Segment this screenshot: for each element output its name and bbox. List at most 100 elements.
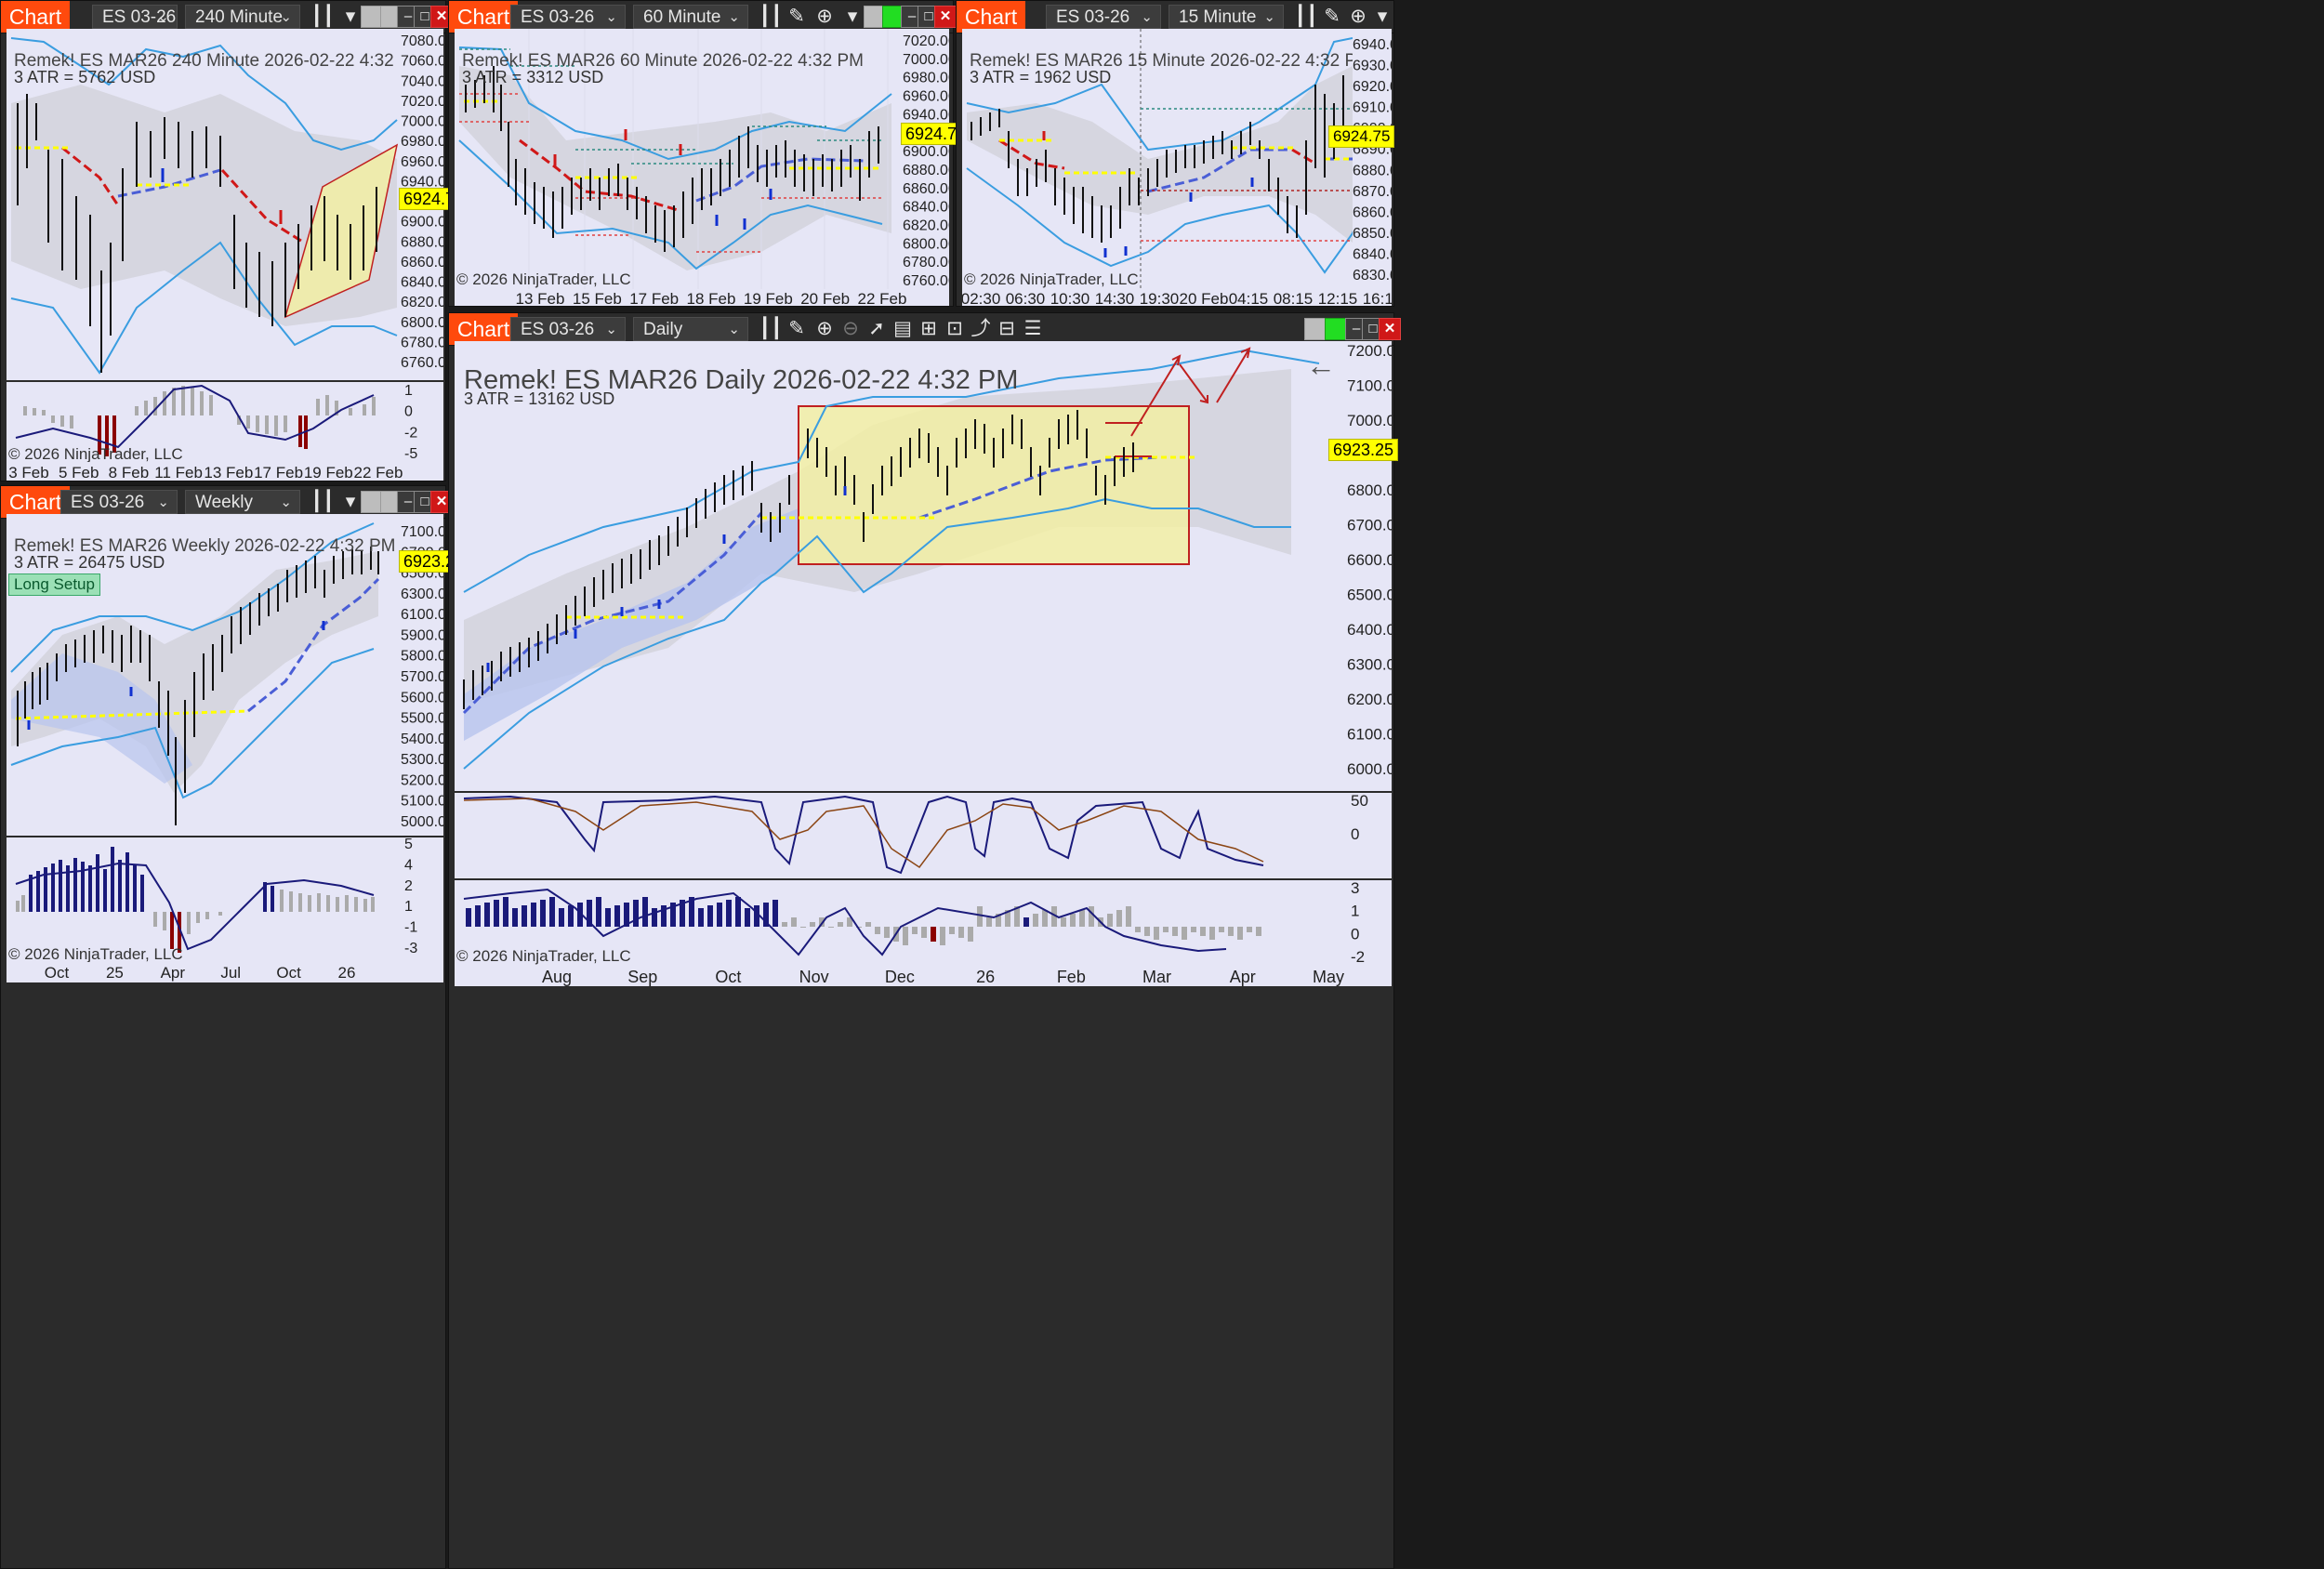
chart-window-240min: Chart ES 03-26 ⌄ 240 Minute ⌄ ┃┃ ▾ – □ ✕ xyxy=(0,0,469,481)
properties-icon[interactable]: ⊞ xyxy=(920,318,937,339)
data-box-icon[interactable]: ▤ xyxy=(893,318,912,339)
price-tick-label: 1 xyxy=(404,899,413,915)
link-button[interactable] xyxy=(361,491,383,513)
dropdown-arrow-icon[interactable]: ▾ xyxy=(1377,6,1388,27)
interval-selector[interactable]: 15 Minute ⌄ xyxy=(1169,5,1284,29)
time-axis[interactable]: 3 Feb 5 Feb 8 Feb 11 Feb 13 Feb 17 Feb 19 Feb 2… xyxy=(7,462,443,481)
indicators-icon[interactable]: ⊡ xyxy=(946,318,963,339)
histogram-bar xyxy=(1237,927,1243,940)
histogram-bar xyxy=(698,908,704,927)
histogram-bar xyxy=(1144,927,1150,936)
price-tick-label: 6800.00 xyxy=(903,236,949,252)
chart-tab[interactable]: Chart xyxy=(957,1,1025,33)
histogram-bar xyxy=(772,900,778,927)
histogram-bar xyxy=(680,900,685,927)
histogram-bar xyxy=(1135,927,1141,932)
price-panel[interactable]: Remek! ES MAR26 15 Minute 2026-02-22 4:3… xyxy=(962,29,1353,289)
time-tick-label: Feb xyxy=(1057,968,1086,986)
interval-selector[interactable]: 60 Minute ⌄ xyxy=(633,5,748,29)
instrument-selector[interactable]: ES 03-26 ⌄ xyxy=(510,317,626,341)
pointer-icon[interactable]: ➚ xyxy=(868,318,885,339)
instrument-selector[interactable]: ES 03-26 ⌄ xyxy=(92,5,178,29)
interval-selector[interactable]: Weekly ⌄ xyxy=(185,490,300,514)
zoom-in-icon[interactable]: ⊕ xyxy=(816,318,833,339)
atr-label: 3 ATR = 1962 USD xyxy=(970,68,1112,86)
bar-style-icon[interactable]: ┃┃ xyxy=(1294,6,1318,27)
price-tick-label: -5 xyxy=(404,446,417,462)
time-axis[interactable]: Oct 25 Apr Jul Oct 26 xyxy=(7,962,443,982)
interval-selector[interactable]: Daily ⌄ xyxy=(633,317,748,341)
oscillator-panel[interactable]: © 2026 NinjaTrader, LLC xyxy=(7,837,399,962)
bar-style-icon[interactable]: ┃┃ xyxy=(759,318,783,339)
time-tick-label: Dec xyxy=(885,968,915,986)
histogram-bar xyxy=(838,922,843,927)
price-plot-svg xyxy=(10,37,399,375)
price-tick-label: 6870.00 xyxy=(1353,184,1392,200)
instrument-selector[interactable]: ES 03-26 ⌄ xyxy=(1046,5,1161,29)
histogram-bar xyxy=(949,927,955,934)
price-tick-label: 7200.00 xyxy=(1347,342,1392,360)
close-button[interactable]: ✕ xyxy=(1379,318,1401,340)
time-tick-label: 20 Feb xyxy=(800,290,850,306)
link-button-2[interactable] xyxy=(1325,318,1347,340)
list-icon[interactable]: ☰ xyxy=(1023,318,1042,339)
histogram-bar xyxy=(689,897,694,927)
price-panel[interactable]: Remek! ES MAR26 Daily 2026-02-22 4:32 PM… xyxy=(455,341,1345,791)
oscillator-panel[interactable]: © 2026 NinjaTrader, LLC xyxy=(7,382,399,462)
price-axis-svg: 7080.00 7060.00 7040.00 7020.00 7000.00 6980.… xyxy=(401,33,443,371)
price-panel[interactable]: Remek! ES MAR26 240 Minute 2026-02-22 4:… xyxy=(7,29,399,380)
instrument-selector[interactable]: ES 03-26 ⌄ xyxy=(60,490,178,514)
price-tick-label: 6300.00 xyxy=(401,587,443,602)
pencil-icon[interactable]: ✎ xyxy=(788,318,805,339)
chart-tab[interactable]: Chart xyxy=(1,1,70,33)
price-tick-label: 5 xyxy=(404,837,413,852)
pencil-icon[interactable]: ✎ xyxy=(1324,6,1340,27)
close-button[interactable]: ✕ xyxy=(934,6,957,28)
price-axis[interactable]: 7020.007000.006980.006960.006940.006920.… xyxy=(901,29,949,289)
chart-tab[interactable]: Chart xyxy=(449,1,518,33)
oscillator-panel[interactable]: © 2026 NinjaTrader, LLC xyxy=(455,880,1345,966)
price-panel[interactable]: Remek! ES MAR26 Weekly 2026-02-22 4:32 P… xyxy=(7,514,399,836)
histogram-bar xyxy=(559,908,564,927)
price-axis[interactable]: 7200.007100.007000.006900.006800.006700.… xyxy=(1345,341,1392,791)
price-tick-label: 6960.00 xyxy=(903,89,949,105)
bar-style-icon[interactable]: ┃┃ xyxy=(759,6,783,27)
price-tick-label: -3 xyxy=(404,941,417,956)
link-button[interactable] xyxy=(1304,318,1327,340)
histogram-bar xyxy=(1247,927,1252,932)
dropdown-arrow-icon[interactable]: ▾ xyxy=(847,6,858,27)
templates-icon[interactable]: ⊟ xyxy=(998,318,1015,339)
histogram-bar xyxy=(614,905,620,927)
dropdown-arrow-icon[interactable]: ▾ xyxy=(345,491,356,512)
histogram-bar xyxy=(1172,927,1178,936)
time-axis[interactable]: Aug Sep Oct Nov Dec 26 Feb Mar Apr May xyxy=(455,966,1392,986)
histogram-bar xyxy=(912,927,918,934)
time-axis[interactable]: 02:30 06:30 10:30 14:30 19:30 20 Feb 04:15 08:1… xyxy=(962,289,1392,306)
time-tick-label: Aug xyxy=(542,968,572,986)
price-tick-label: 6800.00 xyxy=(401,315,443,331)
stochastic-panel[interactable] xyxy=(455,793,1345,878)
strategies-icon[interactable]: ⤴ xyxy=(971,318,991,339)
instrument-selector[interactable]: ES 03-26 ⌄ xyxy=(510,5,626,29)
chevron-down-icon: ⌄ xyxy=(157,494,169,510)
zoom-out-icon[interactable]: ⊖ xyxy=(842,318,859,339)
price-tick-label: 0 xyxy=(404,404,413,420)
zoom-icon[interactable]: ⊕ xyxy=(1350,6,1367,27)
pencil-icon[interactable]: ✎ xyxy=(788,6,805,27)
time-axis[interactable]: 13 Feb 15 Feb 17 Feb 18 Feb 19 Feb 20 Feb 22 F… xyxy=(455,289,949,306)
chart-tab[interactable]: Chart xyxy=(1,486,70,518)
zoom-icon[interactable]: ⊕ xyxy=(816,6,833,27)
price-tick-label: 7020.00 xyxy=(903,33,949,49)
price-tick-label: 6200.00 xyxy=(1347,691,1392,708)
price-axis-svg: 7200.007100.007000.006900.006800.006700.… xyxy=(1347,342,1392,778)
interval-selector[interactable]: 240 Minute ⌄ xyxy=(185,5,300,29)
histogram-bar xyxy=(717,903,722,927)
back-arrow-icon[interactable]: ← xyxy=(1306,349,1336,382)
bar-style-icon[interactable]: ┃┃ xyxy=(310,491,335,512)
bar-style-icon[interactable]: ┃┃ xyxy=(310,6,335,27)
chart-tab[interactable]: Chart xyxy=(449,313,518,345)
price-panel[interactable]: Remek! ES MAR26 60 Minute 2026-02-22 4:3… xyxy=(455,29,901,289)
price-axis[interactable]: 6940.006930.006920.006910.006900.006890.… xyxy=(1353,29,1392,289)
histogram-bar xyxy=(549,897,555,927)
dropdown-arrow-icon[interactable]: ▾ xyxy=(345,6,356,27)
